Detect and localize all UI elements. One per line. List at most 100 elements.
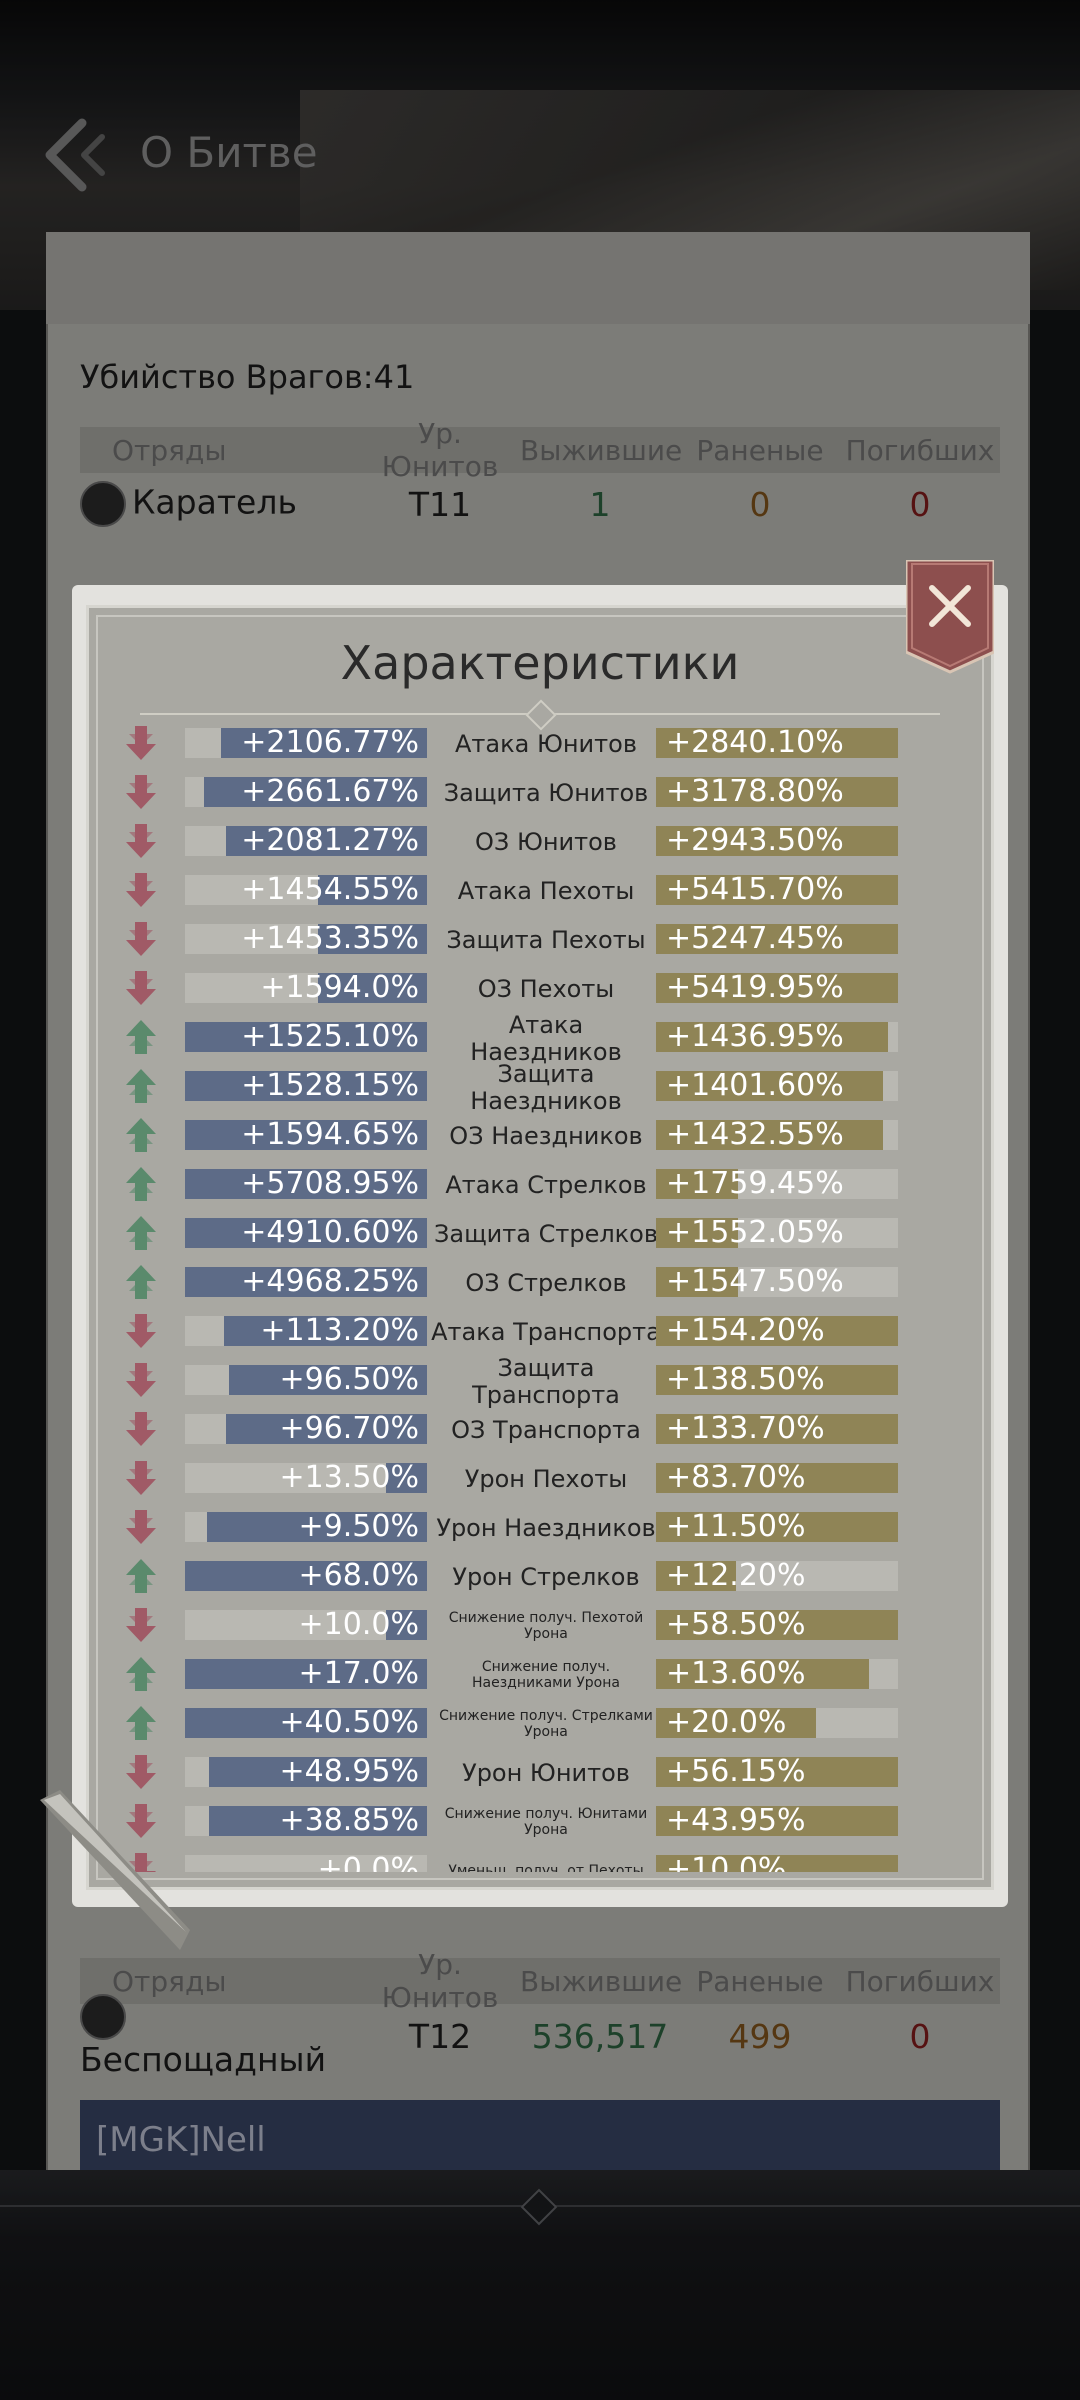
left-bar-fill — [185, 1708, 427, 1738]
arrow-down-icon — [126, 873, 156, 907]
right-value: +10.0% — [666, 1852, 787, 1873]
right-value-bar: +43.95% — [656, 1806, 898, 1836]
arrow-down-icon — [126, 1608, 156, 1642]
left-value: +2661.67% — [241, 774, 419, 809]
left-bar-fill — [185, 1561, 427, 1591]
stats-list[interactable]: +2106.77% Атака Юнитов +2840.10% +2661.67% З… — [120, 720, 940, 1872]
right-bar-fill — [656, 924, 898, 954]
left-value: +68.0% — [298, 1558, 419, 1593]
stat-row: +48.95% Урон Юнитов +56.15% — [120, 1749, 940, 1798]
right-bar-fill — [656, 777, 898, 807]
right-bar-fill — [656, 1659, 869, 1689]
left-bar-fill — [204, 777, 427, 807]
right-bar-fill — [656, 1120, 884, 1150]
arrow-down-icon — [126, 922, 156, 956]
right-bar-fill — [656, 1708, 816, 1738]
stat-row: +1594.0% ОЗ Пехоты +5419.95% — [120, 965, 940, 1014]
stat-row: +9.50% Урон Наездников +11.50% — [120, 1504, 940, 1553]
right-value-bar: +5247.45% — [656, 924, 898, 954]
sheet-header-band — [46, 232, 1030, 324]
right-bar-fill — [656, 1512, 898, 1542]
column-tier: Ур. Юнитов — [381, 417, 499, 483]
stat-row: +1594.65% ОЗ Наездников +1432.55% — [120, 1112, 940, 1161]
right-value: +56.15% — [666, 1754, 806, 1789]
unit-emblem-icon — [80, 1993, 126, 2040]
stat-label: Атака Транспорта — [431, 1318, 661, 1347]
left-value: +96.70% — [279, 1411, 419, 1446]
column-survived: Выжившие — [520, 1964, 683, 1998]
right-value-bar: +83.70% — [656, 1463, 898, 1493]
arrow-down-icon — [126, 1853, 156, 1872]
column-dead: Погибших — [845, 433, 995, 467]
left-bar-fill — [385, 1610, 427, 1640]
left-bar-fill — [318, 973, 427, 1003]
column-units: Отряды — [112, 433, 227, 467]
right-value-bar: +5415.70% — [656, 875, 898, 905]
stat-label: Защита Транспорта — [472, 1354, 620, 1409]
player-name-bar[interactable]: [MGK]Nell — [80, 2100, 1000, 2180]
left-value: +1453.35% — [241, 921, 419, 956]
right-value-bar: +2840.10% — [656, 728, 898, 758]
attacker-unit-name: Каратель — [132, 482, 297, 522]
column-survived: Выжившие — [520, 433, 683, 467]
left-value-bar: +10.0% — [185, 1610, 427, 1640]
right-bar-fill — [656, 1855, 898, 1872]
left-value: +4910.60% — [241, 1215, 419, 1250]
right-value: +20.0% — [666, 1705, 787, 1740]
stat-label: Атака Пехоты — [457, 877, 635, 906]
defender-dead: 0 — [909, 2016, 931, 2056]
stat-label: Снижение получ. Наездниками Урона — [472, 1659, 620, 1691]
stat-label: Защита Юнитов — [443, 779, 649, 808]
arrow-up-icon — [126, 1657, 156, 1691]
stat-label: Защита Наездников — [470, 1060, 622, 1115]
right-value: +1547.50% — [666, 1264, 844, 1299]
left-bar-fill — [209, 1806, 427, 1836]
left-value-bar: +1594.65% — [185, 1120, 427, 1150]
left-value-bar: +4910.60% — [185, 1218, 427, 1248]
left-value-bar: +40.50% — [185, 1708, 427, 1738]
attacker-unit-row: Каратель T11 1 0 0 — [80, 474, 1000, 534]
right-bar-fill — [656, 1561, 736, 1591]
stat-row: +4968.25% ОЗ Стрелков +1547.50% — [120, 1259, 940, 1308]
stat-label: ОЗ Наездников — [449, 1122, 643, 1151]
arrow-up-icon — [126, 1216, 156, 1250]
attacker-survived: 1 — [589, 484, 611, 524]
stat-label: ОЗ Юнитов — [475, 828, 617, 857]
left-bar-fill — [185, 1659, 427, 1689]
defender-wounded: 499 — [728, 2016, 792, 2056]
left-value: +38.85% — [279, 1803, 419, 1838]
right-value-bar: +5419.95% — [656, 973, 898, 1003]
right-value-bar: +154.20% — [656, 1316, 898, 1346]
left-value-bar: +1525.10% — [185, 1022, 427, 1052]
left-value-bar: +17.0% — [185, 1659, 427, 1689]
arrow-up-icon — [126, 1265, 156, 1299]
stat-row: +13.50% Урон Пехоты +83.70% — [120, 1455, 940, 1504]
arrow-down-icon — [126, 824, 156, 858]
left-value-bar: +38.85% — [185, 1806, 427, 1836]
right-value: +11.50% — [666, 1509, 806, 1544]
stat-label: Атака Юнитов — [455, 730, 637, 759]
right-value: +2943.50% — [666, 823, 844, 858]
right-value: +5415.70% — [666, 872, 844, 907]
stat-label: Защита Стрелков — [433, 1220, 658, 1249]
stat-label: Защита Пехоты — [446, 926, 646, 955]
right-value: +133.70% — [666, 1411, 825, 1446]
left-value: +13.50% — [279, 1460, 419, 1495]
left-bar-fill — [226, 1414, 427, 1444]
back-arrow-icon[interactable] — [40, 115, 110, 195]
close-x-icon[interactable] — [906, 560, 994, 675]
left-value: +1594.65% — [241, 1117, 419, 1152]
stat-row: +68.0% Урон Стрелков +12.20% — [120, 1553, 940, 1602]
right-value-bar: +11.50% — [656, 1512, 898, 1542]
right-bar-fill — [656, 1463, 898, 1493]
arrow-up-icon — [126, 1706, 156, 1740]
stat-row: +17.0% Снижение получ. Наездниками Урона +… — [120, 1651, 940, 1700]
left-value: +1594.0% — [260, 970, 419, 1005]
right-value-bar: +2943.50% — [656, 826, 898, 856]
left-value: +17.0% — [298, 1656, 419, 1691]
left-value-bar: +2661.67% — [185, 777, 427, 807]
left-bar-fill — [385, 1463, 427, 1493]
left-bar-fill — [221, 728, 427, 758]
left-value: +48.95% — [279, 1754, 419, 1789]
left-value-bar: +1453.35% — [185, 924, 427, 954]
